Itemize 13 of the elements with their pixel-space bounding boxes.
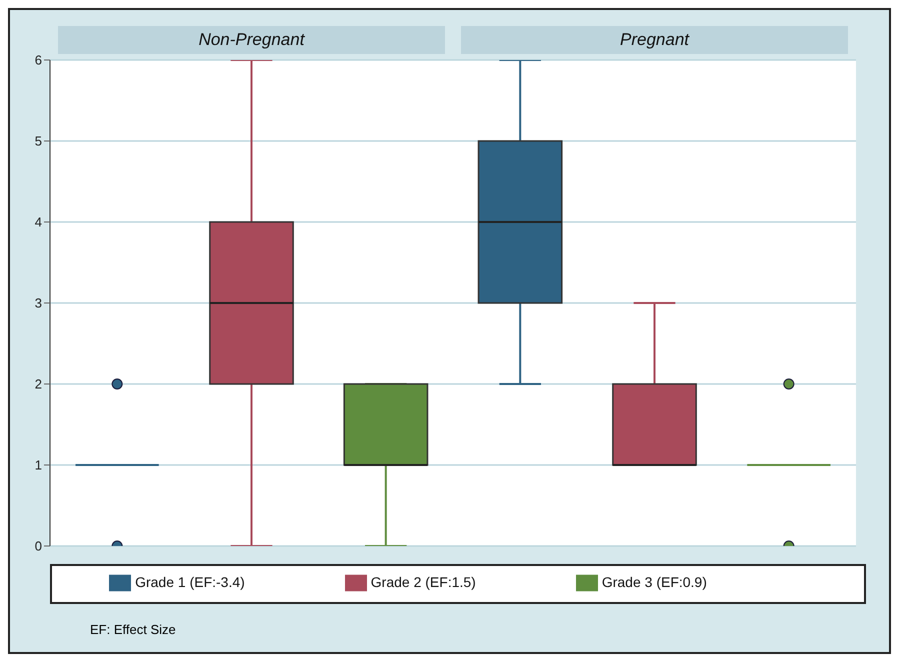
- y-tick-label: 1: [34, 458, 42, 473]
- y-tick-label: 3: [34, 296, 42, 311]
- y-tick-label: 4: [34, 214, 42, 230]
- legend-label: Grade 3 (EF:0.9): [602, 574, 707, 590]
- text: EF: Effect Size: [90, 622, 177, 637]
- y-tick-label: 6: [34, 52, 42, 68]
- legend-label: Grade 2 (EF:1.5): [370, 574, 476, 590]
- legend-label: Grade 1 (EF:-3.4): [135, 574, 245, 590]
- y-tick-label: 5: [34, 134, 42, 149]
- x-tick-label: Pregnant: [620, 30, 690, 49]
- y-tick-label: 0: [34, 538, 42, 554]
- y-tick-label: 2: [34, 376, 42, 392]
- x-tick-label: Non-Pregnant: [198, 30, 306, 49]
